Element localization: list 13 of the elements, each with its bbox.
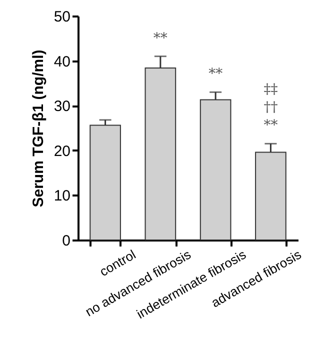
annotation: ** — [208, 66, 223, 82]
y-axis-title: Serum TGF-β1 (ng/ml) — [30, 50, 47, 208]
y-tick-label: 0 — [62, 232, 70, 250]
annotation: ** — [153, 30, 168, 46]
annotation: †† — [264, 100, 278, 116]
bar — [90, 124, 121, 240]
annotation: ‡‡ — [264, 82, 278, 98]
y-tick-label: 40 — [54, 53, 70, 70]
annotation: ** — [264, 118, 278, 134]
y-tick-label: 30 — [54, 98, 70, 116]
y-tick-label: 10 — [54, 188, 70, 205]
y-tick-label: 20 — [54, 142, 70, 160]
y-tick-label: 50 — [54, 8, 70, 26]
